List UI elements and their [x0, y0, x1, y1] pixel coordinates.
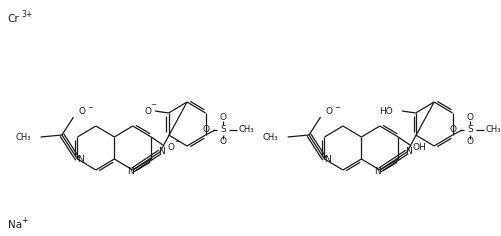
Text: O: O — [145, 108, 152, 117]
Text: O: O — [219, 138, 226, 147]
Text: N: N — [158, 147, 165, 156]
Text: −: − — [150, 102, 156, 108]
Text: O: O — [326, 108, 333, 117]
Text: O: O — [167, 143, 174, 152]
Text: O: O — [466, 114, 473, 122]
Text: O: O — [79, 108, 86, 117]
Text: −: − — [87, 105, 93, 111]
Text: N: N — [375, 167, 381, 176]
Text: O: O — [466, 138, 473, 147]
Text: OH: OH — [413, 143, 426, 152]
Text: 3+: 3+ — [22, 10, 33, 19]
Text: −: − — [174, 139, 180, 145]
Text: HO: HO — [379, 108, 392, 117]
Text: N: N — [77, 156, 84, 164]
Text: −: − — [334, 105, 340, 111]
Text: N: N — [405, 147, 412, 156]
Text: N: N — [127, 167, 134, 176]
Text: N: N — [324, 156, 331, 164]
Text: +: + — [22, 216, 28, 225]
Text: CH₃: CH₃ — [485, 126, 501, 135]
Text: O: O — [219, 114, 226, 122]
Text: Na: Na — [8, 220, 22, 230]
Text: O: O — [202, 126, 209, 135]
Text: S: S — [220, 126, 226, 135]
Text: CH₃: CH₃ — [263, 132, 278, 142]
Text: Cr: Cr — [8, 14, 20, 24]
Text: S: S — [467, 126, 473, 135]
Text: CH₃: CH₃ — [238, 126, 254, 135]
Text: O: O — [449, 126, 456, 135]
Text: CH₃: CH₃ — [16, 132, 31, 142]
